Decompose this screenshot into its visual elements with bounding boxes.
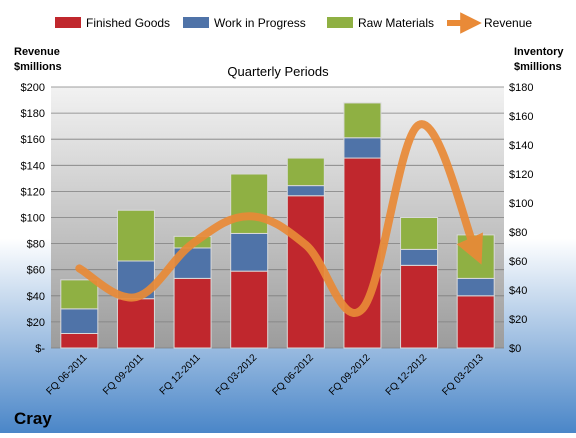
legend-label-work-in-progress: Work in Progress [214, 16, 306, 30]
legend-label-revenue: Revenue [484, 16, 532, 30]
right-tick-label: $80 [509, 227, 527, 239]
bar-finished-goods [400, 264, 439, 349]
bar-finished-goods [343, 157, 382, 349]
left-tick-label: $180 [21, 108, 45, 120]
left-tick-label: $160 [21, 134, 45, 146]
bar-raw-materials [230, 173, 269, 234]
bar-raw-materials [116, 209, 155, 262]
legend-label-finished-goods: Finished Goods [86, 16, 170, 30]
bar-work-in-progress [60, 308, 99, 335]
right-tick-label: $100 [509, 198, 533, 210]
revenue-line-group [75, 120, 483, 317]
bar-work-in-progress [456, 277, 495, 297]
left-tick-label: $80 [27, 239, 45, 251]
revenue-line [75, 120, 483, 317]
bar-finished-goods [173, 277, 212, 349]
bar-raw-materials [400, 217, 439, 250]
bar-finished-goods [286, 195, 325, 349]
chart-title: Quarterly Periods [227, 64, 329, 79]
right-tick-label: $60 [509, 256, 527, 268]
right-axis-title-line-2: $millions [514, 61, 562, 73]
legend-swatch-finished-goods [55, 17, 81, 28]
right-tick-label: $140 [509, 140, 533, 152]
left-axis-title-line-2: $millions [14, 61, 62, 73]
left-tick-label: $140 [21, 160, 45, 172]
bar-raw-materials [60, 279, 99, 310]
right-axis-title-line-1: Inventory [514, 46, 564, 58]
bar-raw-materials [286, 157, 325, 187]
bar-work-in-progress [343, 137, 382, 159]
right-tick-label: $120 [509, 169, 533, 181]
bar-work-in-progress [400, 248, 439, 266]
right-tick-label: $40 [509, 285, 527, 297]
bar-work-in-progress [286, 185, 325, 197]
left-tick-label: $200 [21, 82, 45, 94]
company-name: Cray [14, 409, 52, 428]
left-tick-label: $100 [21, 213, 45, 225]
right-tick-label: $180 [509, 82, 533, 94]
legend-swatch-raw-materials [327, 17, 353, 28]
right-tick-label: $160 [509, 111, 533, 123]
bar-raw-materials [343, 102, 382, 139]
bar-finished-goods [116, 298, 155, 349]
left-axis-title-line-1: Revenue [14, 46, 60, 58]
legend-swatch-work-in-progress [183, 17, 209, 28]
bar-finished-goods [230, 270, 269, 349]
left-tick-label: $120 [21, 186, 45, 198]
left-axis-ticks: $- $20 $40 $60 $80 $100 $120 $140 $160 $180 $200 [21, 82, 46, 355]
right-axis-ticks: $0 $20 $40 $60 $80 $100 $120 $140 $160 $180 [509, 82, 533, 355]
left-tick-label: $60 [27, 265, 45, 277]
left-tick-label: $40 [27, 291, 45, 303]
left-tick-label: $- [35, 343, 45, 355]
right-tick-label: $0 [509, 343, 521, 355]
left-tick-label: $20 [27, 317, 45, 329]
bar-finished-goods [456, 295, 495, 349]
bar-finished-goods [60, 333, 99, 349]
right-tick-label: $20 [509, 314, 527, 326]
legend-label-raw-materials: Raw Materials [358, 16, 434, 30]
bar-work-in-progress [230, 232, 269, 272]
legend: Finished Goods Work in Progress Raw Materi… [55, 12, 532, 34]
